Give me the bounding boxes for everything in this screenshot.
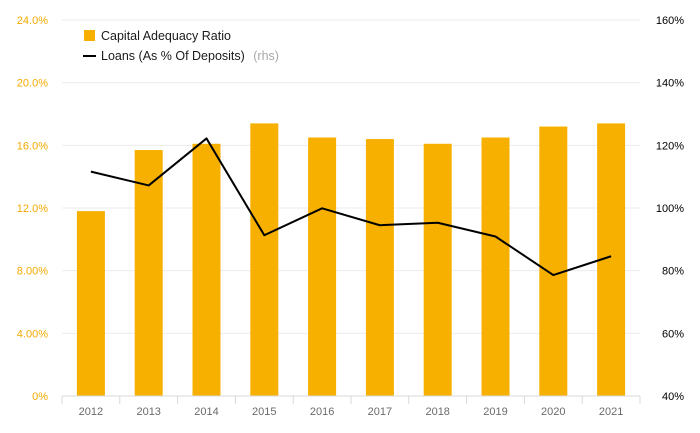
right-tick-label: 100% [656, 203, 684, 215]
x-tick-label: 2013 [136, 406, 160, 418]
x-tick-label: 2019 [483, 406, 507, 418]
left-tick-label: 8.00% [17, 266, 48, 278]
x-axis: 2012 2013 2014 2015 2016 2017 2018 2019 2020 2021 [61, 395, 641, 418]
loans-line [90, 137, 612, 277]
bar-2015 [250, 123, 279, 397]
legend-label-bar: Capital Adequacy Ratio [101, 29, 231, 43]
right-tick-label: 80% [662, 266, 684, 278]
bar-series [76, 123, 626, 397]
x-tick-label: 2016 [310, 406, 334, 418]
legend-label-line: Loans (As % Of Deposits) [101, 49, 245, 63]
bar-2020 [539, 126, 568, 397]
legend-label-line-suffix: (rhs) [253, 49, 279, 63]
bar-2014 [192, 143, 221, 396]
left-tick-label: 16.0% [17, 140, 48, 152]
x-tick-label: 2015 [252, 406, 276, 418]
line-series [90, 137, 612, 277]
legend-swatch-bar [84, 30, 95, 41]
left-axis: 0% 4.00% 8.00% 12.0% 16.0% 20.0% 24.0% [17, 15, 48, 403]
right-axis: 40% 60% 80% 100% 120% 140% 160% [656, 15, 684, 403]
x-tick-label: 2018 [425, 406, 449, 418]
x-tick-label: 2012 [79, 406, 103, 418]
right-tick-label: 160% [656, 15, 684, 27]
right-tick-label: 60% [662, 328, 684, 340]
left-tick-label: 4.00% [17, 328, 48, 340]
left-tick-label: 0% [32, 391, 48, 403]
right-tick-label: 140% [656, 78, 684, 90]
x-tick-label: 2017 [368, 406, 392, 418]
left-tick-label: 20.0% [17, 78, 48, 90]
bar-2018 [423, 143, 452, 396]
bar-2012 [76, 211, 105, 396]
bar-2016 [308, 137, 337, 396]
legend: Capital Adequacy Ratio Loans (As % Of De… [83, 29, 279, 64]
legend-label-line-group: Loans (As % Of Deposits) (rhs) [101, 47, 279, 64]
right-tick-label: 40% [662, 391, 684, 403]
left-tick-label: 24.0% [17, 15, 48, 27]
right-tick-label: 120% [656, 140, 684, 152]
left-tick-label: 12.0% [17, 203, 48, 215]
x-tick-label: 2021 [599, 406, 623, 418]
bar-2013 [134, 150, 163, 396]
x-tick-label: 2020 [541, 406, 565, 418]
bar-2017 [365, 139, 394, 397]
bar-2019 [481, 137, 510, 396]
x-tick-label: 2014 [194, 406, 218, 418]
